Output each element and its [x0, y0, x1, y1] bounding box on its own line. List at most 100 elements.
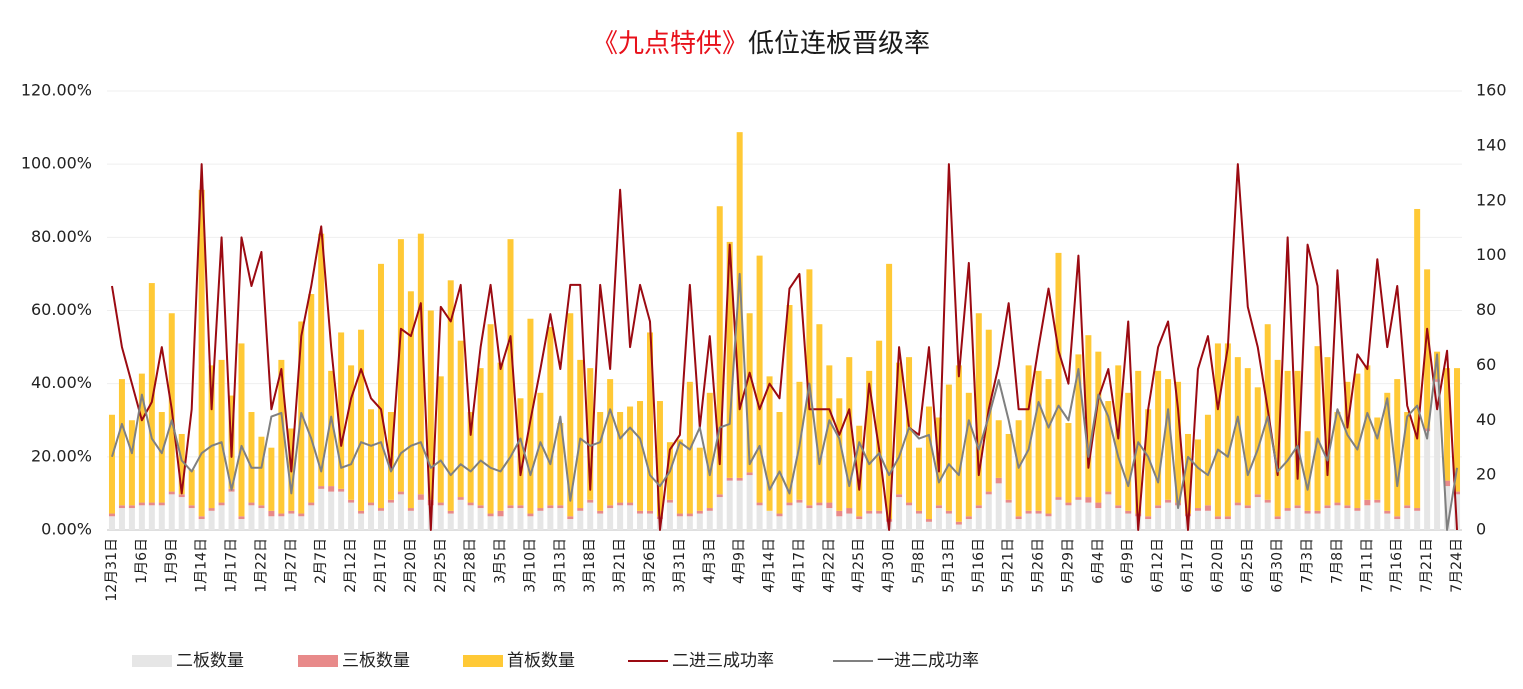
bar [397, 491, 404, 495]
bar [1075, 354, 1082, 498]
bar [846, 357, 853, 509]
bar [148, 283, 155, 503]
bar [1274, 516, 1281, 520]
x-tick-label: 5月13日 [941, 538, 957, 593]
bar [587, 368, 594, 500]
legend-label: 二板数量 [176, 651, 244, 671]
bar [1005, 433, 1012, 500]
x-tick-label: 3月26日 [642, 538, 658, 593]
bar [198, 519, 205, 530]
bar [1155, 370, 1162, 506]
bar [646, 332, 653, 511]
bar [746, 475, 753, 530]
bar [1145, 409, 1152, 517]
bar [876, 513, 883, 530]
bar [637, 401, 644, 511]
bar [338, 488, 345, 492]
bar [457, 497, 464, 500]
bar [806, 505, 813, 509]
bar [1344, 508, 1351, 530]
bar [726, 477, 733, 481]
bar [377, 263, 384, 509]
bar [617, 412, 624, 503]
bar [178, 494, 185, 498]
bar [1294, 505, 1301, 509]
bar [368, 502, 375, 506]
bar [995, 420, 1002, 478]
bar [208, 508, 215, 511]
bar [298, 513, 305, 517]
bar [1344, 505, 1351, 509]
bar [477, 508, 484, 530]
bar [1274, 519, 1281, 530]
bar [537, 392, 544, 509]
bar [537, 508, 544, 511]
bar [1364, 499, 1371, 506]
bar [1085, 335, 1092, 498]
bar [1095, 502, 1102, 509]
x-tick-label: 4月30日 [881, 538, 897, 593]
bar [916, 447, 923, 511]
x-tick-label: 1月17日 [224, 538, 240, 593]
bar [377, 508, 384, 511]
bar [696, 513, 703, 530]
bar [1334, 412, 1341, 503]
bar [1314, 513, 1321, 530]
bar [1314, 346, 1321, 511]
bar [1105, 494, 1112, 530]
bar [258, 505, 265, 509]
bar [467, 412, 474, 503]
bar [437, 502, 444, 506]
bar [597, 510, 604, 514]
bar [826, 508, 833, 530]
bar [1045, 513, 1052, 517]
bar [646, 510, 653, 514]
x-tick-label: 7月21日 [1419, 538, 1435, 593]
bar [1234, 505, 1241, 530]
bar [686, 513, 693, 517]
bar [547, 505, 554, 509]
bar [1374, 417, 1381, 500]
x-tick-label: 1月27日 [283, 538, 299, 593]
bar [278, 513, 285, 517]
bar [238, 516, 245, 520]
bar [886, 263, 893, 520]
bar [368, 505, 375, 530]
y2-tick-label: 100 [1476, 245, 1507, 264]
bar [756, 502, 763, 506]
bar [1234, 502, 1241, 506]
bar [856, 516, 863, 520]
bar [965, 392, 972, 517]
bar [288, 510, 295, 514]
x-tick-label: 5月8日 [911, 538, 927, 584]
bar [318, 486, 325, 489]
bar [766, 376, 773, 511]
bar [188, 505, 195, 509]
bar [925, 521, 932, 530]
bar [258, 508, 265, 530]
bar [1095, 351, 1102, 503]
bar [726, 241, 733, 478]
bar [1284, 370, 1291, 509]
bar [1404, 508, 1411, 530]
bar [507, 508, 514, 530]
bar [198, 516, 205, 520]
bar [945, 510, 952, 514]
bar [736, 480, 743, 530]
bar [188, 508, 195, 530]
chart-title: 《九点特供》低位连板晋级率 [592, 29, 930, 59]
x-tick-label: 4月3日 [702, 538, 718, 584]
bar [1444, 368, 1451, 481]
x-tick-label: 7月8日 [1329, 538, 1345, 584]
bar [607, 508, 614, 530]
bar [348, 499, 355, 503]
x-tick-label: 6月30日 [1270, 538, 1286, 593]
bar [1364, 505, 1371, 530]
x-tick-label: 2月17日 [373, 538, 389, 593]
x-tick-label: 3月5日 [493, 538, 509, 584]
x-tick-label: 4月17日 [791, 538, 807, 593]
bar [706, 508, 713, 511]
bar [158, 502, 165, 506]
bar [258, 436, 265, 506]
bar [497, 362, 504, 511]
